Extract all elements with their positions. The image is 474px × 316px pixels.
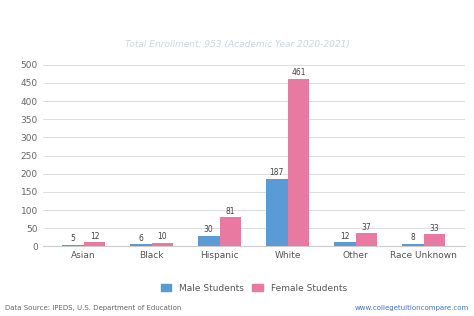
Text: Naropa University Student Population By Race/Ethnicity: Naropa University Student Population By … [27, 12, 447, 25]
Text: 81: 81 [226, 207, 235, 216]
Bar [198, 236, 219, 246]
Bar [402, 244, 424, 246]
Text: 6: 6 [138, 234, 143, 243]
Text: Data Source: IPEDS, U.S. Department of Education: Data Source: IPEDS, U.S. Department of E… [5, 305, 181, 311]
Bar [288, 79, 310, 246]
Text: 33: 33 [429, 224, 439, 233]
Text: 37: 37 [362, 222, 371, 232]
Bar [424, 234, 446, 246]
Bar [83, 242, 105, 246]
Legend: Male Students, Female Students: Male Students, Female Students [157, 280, 350, 296]
Text: 12: 12 [90, 232, 99, 241]
Text: 30: 30 [204, 225, 214, 234]
Text: 5: 5 [70, 234, 75, 243]
Bar [62, 245, 83, 246]
Text: www.collegetuitioncompare.com: www.collegetuitioncompare.com [355, 305, 469, 311]
Text: 461: 461 [291, 69, 306, 77]
Bar [219, 217, 241, 246]
Text: Total Enrollment: 953 (Academic Year 2020-2021): Total Enrollment: 953 (Academic Year 202… [125, 40, 349, 49]
Text: 12: 12 [340, 232, 349, 241]
Bar [334, 242, 356, 246]
Bar [266, 179, 288, 246]
Text: 187: 187 [270, 168, 284, 177]
Text: 8: 8 [410, 233, 415, 242]
Bar [130, 244, 152, 246]
Bar [356, 233, 377, 246]
Bar [152, 243, 173, 246]
Text: 10: 10 [158, 232, 167, 241]
